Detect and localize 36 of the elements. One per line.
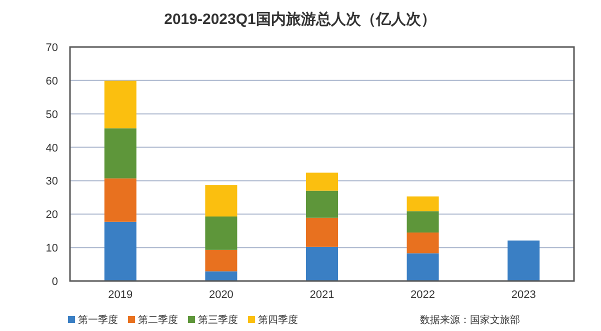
x-tick-label: 2022 — [410, 289, 436, 301]
bar — [104, 128, 136, 178]
source-note: 数据来源：国家文旅部 — [420, 314, 520, 326]
y-tick-label: 10 — [46, 242, 58, 255]
bar — [406, 196, 439, 212]
legend-label: 第三季度 — [198, 314, 238, 326]
bar — [205, 271, 238, 281]
bar — [205, 250, 238, 272]
y-tick-label: 0 — [52, 276, 58, 288]
x-tick-label: 2023 — [511, 289, 536, 301]
bar — [104, 80, 136, 128]
y-tick-label: 50 — [46, 108, 58, 121]
bar — [406, 211, 439, 233]
chart-title: 2019-2023Q1国内旅游总人次（亿人次） — [164, 11, 436, 28]
y-tick-label: 30 — [46, 176, 58, 188]
x-tick-label: 2020 — [208, 289, 234, 301]
bar — [306, 190, 338, 218]
bar — [306, 246, 338, 281]
y-tick-label: 20 — [46, 209, 58, 222]
bar — [406, 253, 439, 281]
bar — [306, 218, 338, 247]
y-tick-label: 60 — [46, 75, 58, 88]
bar — [205, 216, 238, 250]
bar — [205, 185, 238, 216]
bar — [508, 240, 540, 281]
y-tick-label: 70 — [46, 42, 58, 54]
bar — [306, 172, 338, 191]
legend-label: 第四季度 — [258, 314, 298, 326]
legend-label: 第一季度 — [78, 314, 118, 326]
x-tick-label: 2021 — [310, 289, 334, 301]
legend-label: 第二季度 — [138, 314, 178, 326]
bar — [104, 178, 136, 222]
y-tick-label: 40 — [46, 142, 58, 154]
x-tick-label: 2019 — [108, 289, 133, 301]
bar — [104, 222, 136, 281]
bar — [406, 232, 439, 254]
